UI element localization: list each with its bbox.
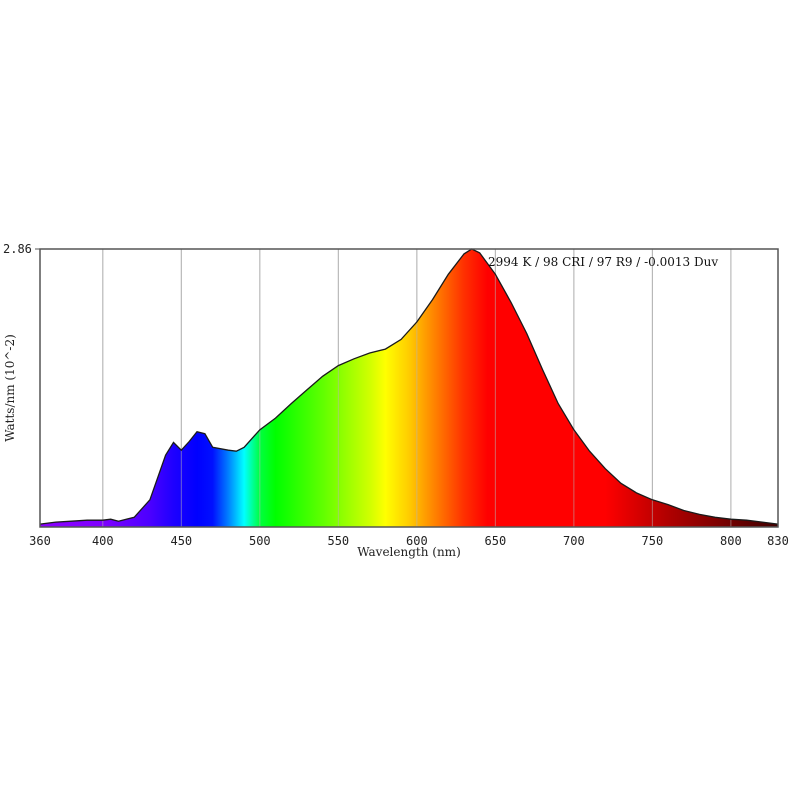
y-tick-label-max: 2.86 xyxy=(3,242,32,256)
x-tick-label-600: 600 xyxy=(406,534,428,548)
x-tick-label-400: 400 xyxy=(92,534,114,548)
x-tick-label-830: 830 xyxy=(767,534,789,548)
spectrum-area xyxy=(40,249,778,527)
x-tick-label-360: 360 xyxy=(29,534,51,548)
x-tick-label-750: 750 xyxy=(642,534,664,548)
y-axis-title: Watts/nm (10^-2) xyxy=(3,334,17,442)
plot-frame xyxy=(39,248,779,528)
x-tick-label-650: 650 xyxy=(485,534,507,548)
x-tick-label-800: 800 xyxy=(720,534,742,548)
x-tick-label-500: 500 xyxy=(249,534,271,548)
gridlines-overlay xyxy=(102,249,732,527)
x-axis-tick-labels: 360 400 450 500 550 600 650 700 750 800 830 xyxy=(29,534,789,548)
x-tick-label-450: 450 xyxy=(170,534,192,548)
x-axis-title: Wavelength (nm) xyxy=(357,545,461,559)
spectrum-outline xyxy=(39,248,779,525)
x-tick-label-700: 700 xyxy=(563,534,585,548)
spectrum-metrics-annotation: 2994 K / 98 CRI / 97 R9 / -0.0013 Duv xyxy=(488,255,718,269)
y-axis-title-text: Watts/nm (10^-2) xyxy=(3,334,17,442)
x-tick-label-550: 550 xyxy=(327,534,349,548)
